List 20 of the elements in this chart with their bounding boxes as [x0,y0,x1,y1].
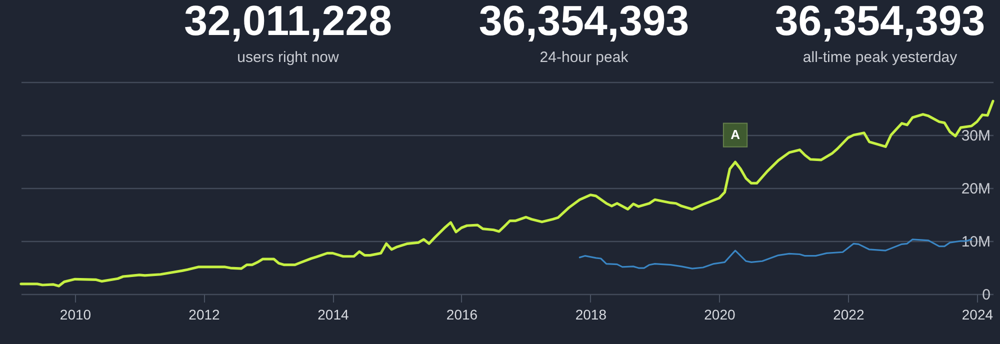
x-tick-label: 2024 [962,306,994,322]
text: 24-hour peak [540,49,629,66]
x-tick-label: 2018 [575,306,607,322]
text: users right now [237,49,340,66]
x-tick-label: 2016 [446,306,478,322]
y-tick-label: 30M [961,128,990,144]
y-tick-label: 20M [961,180,990,198]
text: 36,354,393 [478,0,690,44]
line-series [20,100,994,288]
text: all-time peak yesterday [802,49,958,66]
x-tick-label: 2020 [704,306,736,322]
x-tick-label: 2022 [833,306,864,322]
y-tick-label: 10M [961,234,990,250]
x-tick-label: 2014 [318,306,349,322]
annotation: A [730,127,741,142]
y-tick-label: 0 [982,286,990,304]
text: 32,011,228 [184,0,392,44]
x-tick-label: 2012 [188,306,220,322]
text: 36,354,393 [774,0,986,44]
x-tick-label: 2010 [60,306,92,322]
